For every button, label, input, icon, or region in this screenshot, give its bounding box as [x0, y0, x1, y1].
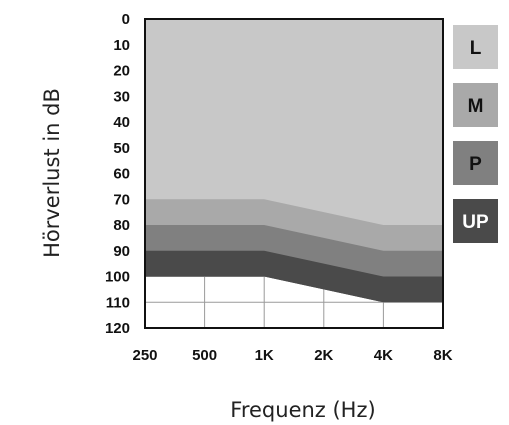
x-tick-label: 1K	[255, 347, 274, 364]
legend-label: UP	[462, 212, 489, 233]
legend-swatch	[453, 199, 498, 243]
x-tick-label: 500	[192, 347, 217, 364]
band-l-overlay	[145, 19, 443, 225]
x-tick-label: 2K	[314, 347, 333, 364]
x-tick-label: 250	[132, 347, 157, 364]
y-tick-label: 80	[113, 217, 130, 234]
y-tick-label: 100	[105, 269, 130, 286]
legend-swatch	[453, 141, 498, 185]
y-tick-label: 40	[113, 114, 130, 131]
legend-label: M	[468, 96, 484, 117]
band-overlay	[145, 19, 443, 303]
y-tick-labels: 0 10 20 30 40 50 60 70 80 90 100 110 120	[105, 11, 130, 337]
x-tick-label: 8K	[433, 347, 452, 364]
x-tick-labels: 250 500 1K 2K 4K 8K	[132, 347, 452, 364]
y-tick-label: 30	[113, 88, 130, 105]
y-tick-label: 90	[113, 243, 130, 260]
legend-label: P	[469, 154, 482, 175]
y-tick-label: 60	[113, 166, 130, 183]
legend-label: L	[470, 38, 482, 59]
y-tick-label: 50	[113, 140, 130, 157]
y-tick-label: 20	[113, 63, 130, 80]
plot-frame	[144, 18, 444, 329]
legend-swatch	[453, 25, 498, 69]
legend-swatch	[453, 83, 498, 127]
legend-item-up: UP	[453, 199, 498, 243]
x-tick-label: 4K	[374, 347, 393, 364]
legend-item-p: P	[453, 141, 498, 185]
y-tick-label: 0	[122, 11, 130, 28]
y-axis-label: Hörverlust in dB	[40, 88, 64, 258]
legend: L M P UP	[453, 25, 498, 243]
y-tick-label: 110	[106, 294, 130, 311]
y-tick-label: 10	[113, 37, 130, 54]
y-tick-label: 120	[105, 320, 130, 337]
x-axis-label: Frequenz (Hz)	[230, 398, 375, 422]
grid-lines	[145, 19, 443, 328]
legend-item-m: M	[453, 83, 498, 127]
y-tick-label: 70	[113, 191, 130, 208]
legend-item-l: L	[453, 25, 498, 69]
